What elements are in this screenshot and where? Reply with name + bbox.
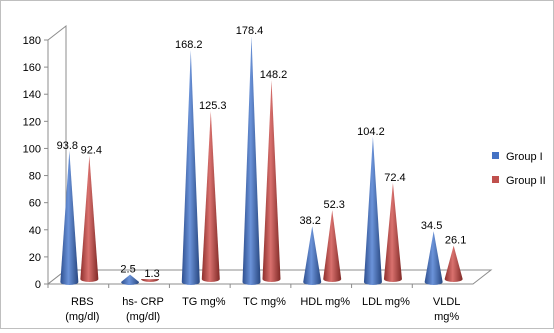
cone-bar-group-ii <box>80 155 99 282</box>
x-tick-label: TC mg% <box>243 296 286 308</box>
data-label: 168.2 <box>175 39 203 51</box>
y-tick-label: 80 <box>29 171 41 183</box>
cone-bar-group-i <box>424 231 443 285</box>
data-label: 72.4 <box>384 172 405 184</box>
data-label: 38.2 <box>300 215 321 227</box>
legend-swatch <box>492 176 499 183</box>
cone-bar-group-ii <box>444 245 463 282</box>
cone-bar-group-i <box>181 49 200 285</box>
cone-bar-group-ii <box>323 210 342 282</box>
data-label: 125.3 <box>199 100 227 112</box>
x-tick-label: LDL mg% <box>362 296 410 308</box>
y-tick-label: 120 <box>23 116 41 128</box>
x-tick-label: TG mg% <box>182 296 226 308</box>
cone-bar-group-ii <box>201 111 220 282</box>
y-tick-label: 40 <box>29 225 41 237</box>
x-tick-label: (mg/dl) <box>126 311 160 323</box>
x-tick-label: HDL mg% <box>300 296 350 308</box>
x-tick-label: (mg/dl) <box>65 311 99 323</box>
cone-bar-group-i <box>242 36 261 286</box>
data-label: 2.5 <box>120 264 135 276</box>
y-tick-label: 160 <box>23 62 41 74</box>
data-label: 26.1 <box>445 235 466 247</box>
legend-label: Group I <box>506 151 543 163</box>
data-label: 104.2 <box>357 126 385 138</box>
cone-bar-group-ii <box>262 80 281 283</box>
x-tick-label: VLDL <box>433 296 461 308</box>
legend-label: Group II <box>506 175 546 187</box>
data-label: 148.2 <box>260 69 288 81</box>
y-tick-label: 100 <box>23 143 41 155</box>
x-tick-label: RBS <box>71 296 94 308</box>
cone-bar-group-i <box>303 226 322 285</box>
cone-bar-group-i <box>121 274 140 285</box>
data-label: 93.8 <box>57 140 78 152</box>
x-tick-label: mg% <box>434 311 459 323</box>
data-label: 52.3 <box>324 199 345 211</box>
data-label: 178.4 <box>236 25 264 37</box>
cone-bar-group-ii <box>383 182 402 282</box>
cone-bar-group-i <box>363 136 382 285</box>
data-label: 92.4 <box>81 145 102 157</box>
cone-bar-chart: 0 20 40 60 80 100 120 140 160 180 RBS (mg/dl) hs- CR… <box>23 24 546 323</box>
y-tick-label: 0 <box>35 279 41 291</box>
x-tick-label: hs- CRP <box>122 296 164 308</box>
data-label: 34.5 <box>421 220 442 232</box>
y-tick-label: 180 <box>23 35 41 47</box>
legend-swatch <box>492 152 499 159</box>
y-tick-label: 140 <box>23 89 41 101</box>
y-tick-label: 60 <box>29 198 41 210</box>
cone-bar-group-i <box>60 150 79 285</box>
data-label: 1.3 <box>144 268 159 280</box>
y-tick-label: 20 <box>29 252 41 264</box>
cone-bar-group-ii <box>141 279 160 282</box>
